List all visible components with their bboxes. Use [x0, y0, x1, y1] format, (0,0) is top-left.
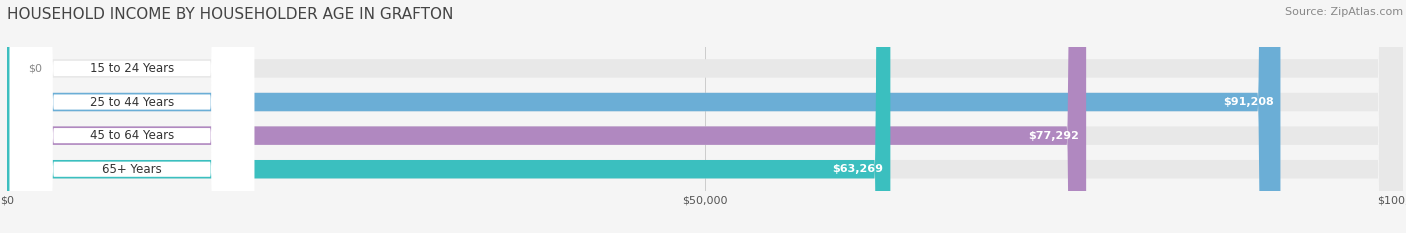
Text: HOUSEHOLD INCOME BY HOUSEHOLDER AGE IN GRAFTON: HOUSEHOLD INCOME BY HOUSEHOLDER AGE IN G… — [7, 7, 453, 22]
FancyBboxPatch shape — [10, 0, 254, 233]
FancyBboxPatch shape — [7, 0, 890, 233]
FancyBboxPatch shape — [7, 0, 1403, 233]
FancyBboxPatch shape — [7, 0, 1403, 233]
FancyBboxPatch shape — [7, 0, 1403, 233]
Text: 65+ Years: 65+ Years — [103, 163, 162, 176]
Text: Source: ZipAtlas.com: Source: ZipAtlas.com — [1285, 7, 1403, 17]
FancyBboxPatch shape — [7, 0, 1281, 233]
Text: 15 to 24 Years: 15 to 24 Years — [90, 62, 174, 75]
Text: $77,292: $77,292 — [1028, 131, 1080, 141]
Text: $91,208: $91,208 — [1223, 97, 1274, 107]
FancyBboxPatch shape — [10, 0, 254, 233]
Text: 45 to 64 Years: 45 to 64 Years — [90, 129, 174, 142]
Text: $63,269: $63,269 — [832, 164, 883, 174]
Text: $0: $0 — [28, 63, 42, 73]
Text: 25 to 44 Years: 25 to 44 Years — [90, 96, 174, 109]
FancyBboxPatch shape — [10, 0, 254, 233]
FancyBboxPatch shape — [7, 0, 1403, 233]
FancyBboxPatch shape — [7, 0, 1087, 233]
FancyBboxPatch shape — [10, 0, 254, 233]
